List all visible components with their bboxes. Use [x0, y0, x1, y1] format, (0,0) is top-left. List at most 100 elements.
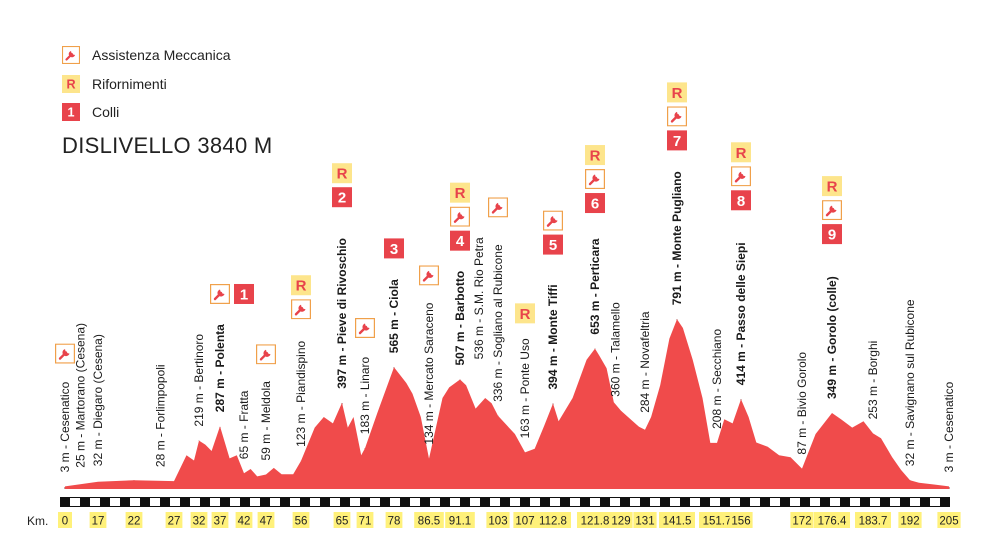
svg-text:565 m - Ciola: 565 m - Ciola [387, 279, 401, 353]
wrench-icon [450, 206, 470, 227]
svg-text:32: 32 [193, 516, 206, 528]
r-letter-icon: R [450, 182, 470, 203]
svg-text:287 m - Polenta: 287 m - Polenta [213, 324, 227, 412]
distance-axis-label: Km. [27, 514, 48, 528]
svg-text:156: 156 [731, 516, 750, 528]
x-tick-label: 192 [898, 512, 922, 528]
waypoint-marker-stack: 3 [384, 238, 404, 259]
ruler-segment [310, 498, 320, 506]
wrench-icon [355, 318, 375, 339]
wrench-icon [585, 169, 605, 190]
waypoint-marker-stack: R6 [585, 145, 605, 214]
x-tick-label: 156 [729, 512, 753, 528]
x-tick-label: 131 [633, 512, 657, 528]
climb-number-badge: 7 [667, 130, 687, 151]
ruler-segment [230, 498, 240, 506]
waypoint-label: 349 m - Gorolo (colle) [825, 276, 839, 399]
wrench-icon [55, 343, 75, 364]
ruler-segment [450, 498, 460, 506]
ruler-segment [670, 498, 680, 506]
waypoint-label: 565 m - Ciola [387, 279, 401, 353]
svg-text:134 m - Mercato Saraceno: 134 m - Mercato Saraceno [422, 302, 436, 444]
svg-text:507 m - Barbotto: 507 m - Barbotto [453, 271, 467, 366]
ruler-segment [430, 498, 440, 506]
ruler-segment [530, 498, 540, 506]
x-tick-label: 151.7 [699, 512, 735, 528]
wrench-icon [256, 344, 276, 365]
r-letter-icon: R [731, 142, 751, 163]
waypoint-label: 536 m - S.M. Rio Petra [472, 237, 486, 359]
x-tick-label: 107 [513, 512, 537, 528]
x-tick-label: 17 [89, 512, 107, 528]
svg-text:208 m - Secchiano: 208 m - Secchiano [710, 329, 724, 429]
svg-text:7: 7 [673, 133, 681, 150]
svg-text:0: 0 [62, 516, 68, 528]
svg-text:87 m - Bivio Gorolo: 87 m - Bivio Gorolo [795, 352, 809, 455]
svg-text:123 m - Piandispino: 123 m - Piandispino [294, 341, 308, 447]
waypoint-label: 394 m - Monte Tiffi [546, 284, 560, 389]
svg-text:131: 131 [635, 516, 654, 528]
waypoint-marker-stack [488, 197, 508, 218]
ruler-segment [270, 498, 280, 506]
waypoint-label: 87 m - Bivio Gorolo [795, 352, 809, 455]
svg-text:336 m - Sogliano al Rubicone: 336 m - Sogliano al Rubicone [491, 244, 505, 402]
legend-item-refuel: R Rifornimenti [62, 74, 167, 94]
svg-text:R: R [296, 278, 307, 295]
x-tick-label: 91.1 [445, 512, 475, 528]
ruler-segment [210, 498, 220, 506]
x-tick-label: 37 [211, 512, 229, 528]
ruler-segment [90, 498, 100, 506]
ruler-segment [70, 498, 80, 506]
wrench-icon [210, 283, 230, 304]
svg-text:R: R [66, 78, 75, 92]
distance-ruler [60, 497, 950, 507]
svg-text:3: 3 [390, 241, 398, 258]
svg-text:22: 22 [128, 516, 141, 528]
waypoint-label: 287 m - Polenta [213, 324, 227, 412]
svg-text:791 m - Monte Pugliano: 791 m - Monte Pugliano [670, 171, 684, 305]
svg-text:192: 192 [900, 516, 919, 528]
svg-text:32 m - Diegaro (Cesena): 32 m - Diegaro (Cesena) [91, 334, 105, 466]
ruler-segment [710, 498, 720, 506]
x-tick-label: 176.4 [814, 512, 850, 528]
ruler-segment [850, 498, 860, 506]
ruler-segment [130, 498, 140, 506]
r-letter-icon: R [62, 75, 80, 93]
ruler-segment [410, 498, 420, 506]
svg-text:284 m - Novafeltria: 284 m - Novafeltria [638, 311, 652, 413]
waypoint-marker-stack [256, 344, 276, 365]
ruler-segment [890, 498, 900, 506]
svg-text:112.8: 112.8 [539, 516, 567, 528]
wrench-icon [419, 265, 439, 286]
ruler-segment [870, 498, 880, 506]
waypoint-marker-stack [419, 265, 439, 286]
waypoint-marker-stack: R4 [450, 182, 470, 251]
waypoint-marker-stack: 1 [210, 283, 254, 304]
wrench-icon [543, 210, 563, 231]
waypoint-label: 219 m - Bertinoro [192, 334, 206, 427]
waypoint-label: 3 m - Cesenatico [58, 381, 72, 472]
svg-text:151.7: 151.7 [703, 516, 732, 528]
svg-text:397 m - Pieve di Rivoschio: 397 m - Pieve di Rivoschio [335, 238, 349, 389]
ruler-segment [730, 498, 740, 506]
r-letter-icon: R [291, 275, 311, 296]
ruler-segment [470, 498, 480, 506]
svg-text:5: 5 [549, 237, 557, 254]
x-tick-label: 172 [790, 512, 814, 528]
waypoint-marker-stack: 5 [543, 210, 563, 255]
svg-text:1: 1 [240, 286, 248, 303]
x-tick-label: 86.5 [414, 512, 444, 528]
svg-text:360 m - Talamello: 360 m - Talamello [609, 302, 623, 397]
x-tick-label: 42 [235, 512, 253, 528]
waypoint-label: 253 m - Borghi [866, 341, 880, 420]
svg-text:107: 107 [515, 516, 534, 528]
svg-text:103: 103 [488, 516, 507, 528]
number-badge-icon: 1 [62, 103, 80, 121]
ruler-segment [630, 498, 640, 506]
ruler-segment [350, 498, 360, 506]
waypoint-marker-stack [55, 343, 75, 364]
svg-text:653 m - Perticara: 653 m - Perticara [588, 238, 602, 334]
ruler-segment [190, 498, 200, 506]
svg-text:183 m - Linaro: 183 m - Linaro [358, 357, 372, 435]
ruler-segment [290, 498, 300, 506]
